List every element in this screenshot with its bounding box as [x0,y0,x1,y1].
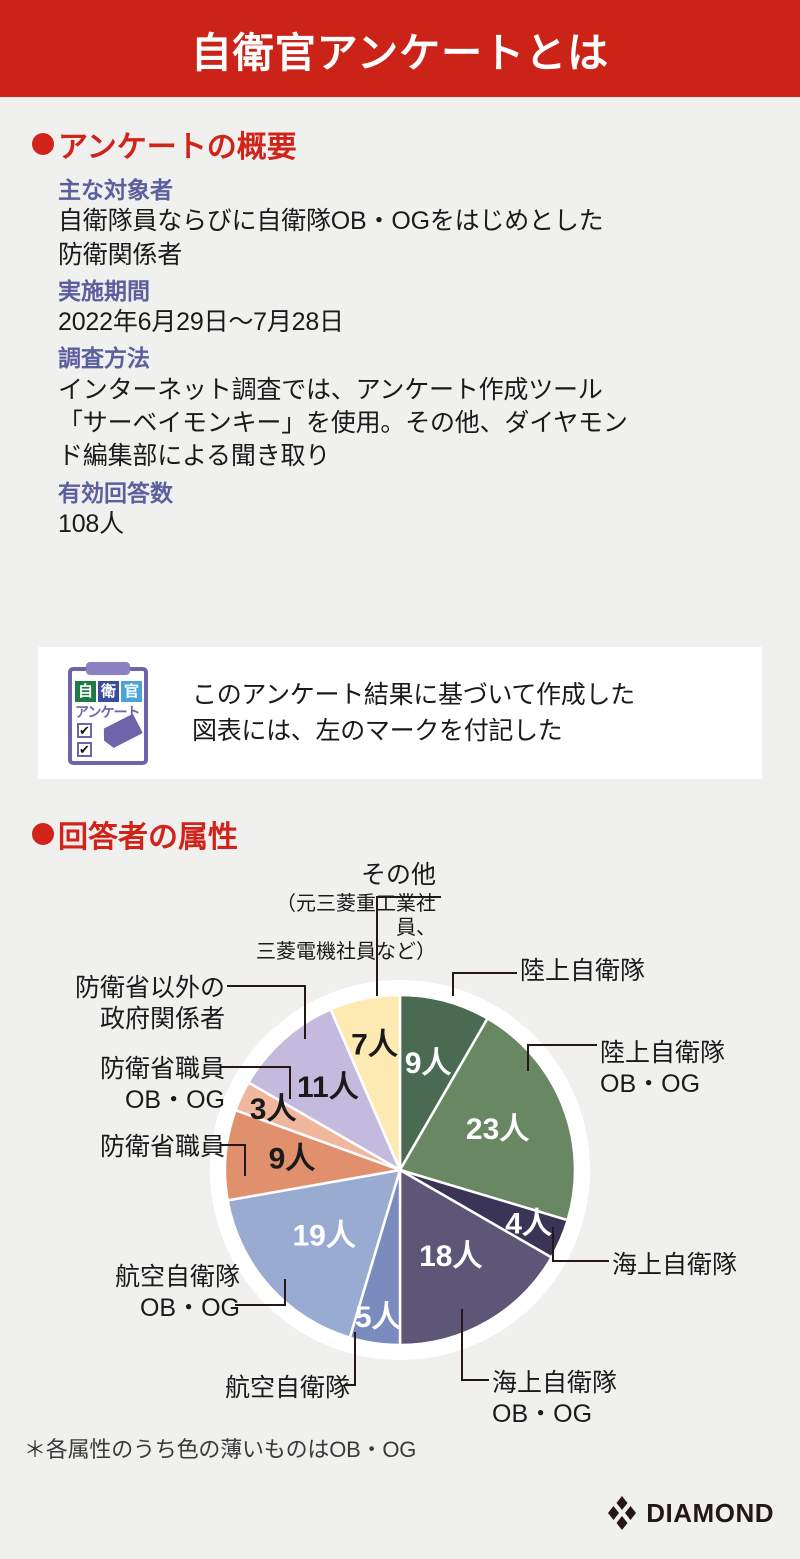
pie-value-label: 3人 [250,1093,297,1126]
pie-value-label: 18人 [419,1240,482,1273]
diamond-logo-text: DIAMOND [646,1497,774,1528]
leader-line [461,1309,489,1381]
leader-line [552,1227,609,1262]
overview-label-period: 実施期間 [58,277,150,304]
callout-label-msdf-ob: 海上自衛隊 OB・OG [492,1369,618,1428]
pie-slice [226,1168,402,1340]
clipboard-title-chars: 自 衛 官 [75,680,142,702]
pie-slice-group [223,993,577,1347]
pie-value-label: 9人 [405,1047,452,1080]
callout-other-sub: （元三菱重工業社員、 三菱電機社員など） [256,892,436,963]
overview-label-responses: 有効回答数 [58,479,173,506]
page-title: 自衛官アンケートとは [190,29,610,76]
pie-leader-lines [221,896,609,1386]
pie-slice [398,993,490,1175]
leader-line [345,1332,356,1386]
section-heading-attributes: 回答者の属性 [32,812,238,856]
pie-chart: 9人 23人 4人 18人 5人 19人 9人 3人 11人 7人 その他 （元三菱重工業社員、三… [0,855,800,1428]
overview-value-period: 2022年6月29日〜7月28日 [58,308,344,337]
leader-line [452,972,517,996]
leader-line [376,896,441,996]
overview-list: 主な対象者 自衛隊員ならびに自衛隊OB・OGをはじめとした 防衛関係者 実施期間… [58,175,758,541]
diamond-mark-icon [608,1496,637,1530]
callout-label-other: その他 （元三菱重工業社員、 三菱電機社員など） [246,861,436,964]
clipboard-char-3: 官 [121,680,142,702]
callout-label-gov-other: 防衛省以外の 政府関係者 [74,974,225,1033]
pie-slice [329,993,402,1171]
callout-label-msdf: 海上自衛隊 [612,1251,738,1279]
leader-line [227,985,306,1039]
pie-value-label: 19人 [292,1219,355,1252]
overview-value-target: 自衛隊員ならびに自衛隊OB・OGをはじめとした 防衛関係者 [58,207,604,269]
pie-slice [398,1016,577,1222]
clipboard-clip-icon [86,661,130,675]
callout-label-asdf: 航空自衛隊 [224,1374,350,1402]
clipboard-char-2: 衛 [98,680,119,702]
pie-value-label: 9人 [269,1142,316,1175]
pie-slice [398,1167,554,1347]
callout-label-mod-ob: 防衛省職員 OB・OG [99,1055,225,1114]
pie-value-label: 7人 [351,1029,398,1062]
pie-value-label: 23人 [466,1113,529,1146]
clipboard-checkbox-2: ✔ [77,741,92,757]
pie-slice [223,1108,405,1202]
overview-value-method: インターネット調査では、アンケート作成ツール 「サーベイモンキー」を使用。その他… [58,375,628,471]
overview-label-target: 主な対象者 [58,177,173,203]
callout-label-asdf-ob: 航空自衛隊 OB・OG [114,1263,240,1322]
section-heading-overview-label: アンケートの概要 [58,131,297,164]
bullet-icon [32,133,54,155]
pie-value-label: 5人 [355,1301,402,1334]
diamond-logo: DIAMOND [607,1496,774,1530]
page-header: 自衛官アンケートとは [0,0,800,97]
pie-value-label: 4人 [505,1207,552,1240]
section-heading-attributes-label: 回答者の属性 [58,821,238,854]
leader-line [221,1144,246,1176]
pie-value-label: 11人 [297,1071,359,1104]
overview-label-method: 調査方法 [58,345,150,372]
clipboard-char-1: 自 [75,680,96,702]
leader-line [221,1066,291,1099]
chart-footnote: ＊各属性のうち色の薄いものはOB・OG [24,1437,417,1462]
note-text: このアンケート結果に基づいて作成した 図表には、左のマークを付記した [192,680,635,746]
leader-line [235,1279,286,1306]
callout-other-main: その他 [360,861,436,889]
overview-value-responses: 108人 [58,509,124,538]
section-heading-overview: アンケートの概要 [32,122,297,166]
note-box: 自 衛 官 アンケート ✔ ✔ このアンケート結果に基づいて作成した 図表には、… [38,647,762,779]
leader-line [527,1044,597,1071]
clipboard-subtitle: アンケート [75,703,140,720]
clipboard-checkbox-1: ✔ [77,722,92,738]
callout-label-gsdf-ob: 陸上自衛隊 OB・OG [600,1039,726,1098]
survey-clipboard-icon: 自 衛 官 アンケート ✔ ✔ [68,661,148,765]
bullet-icon [32,823,54,845]
callout-label-mod-staff: 防衛省職員 [99,1133,225,1161]
pie-slice [246,1007,403,1173]
callout-label-gsdf: 陸上自衛隊 [520,957,646,985]
